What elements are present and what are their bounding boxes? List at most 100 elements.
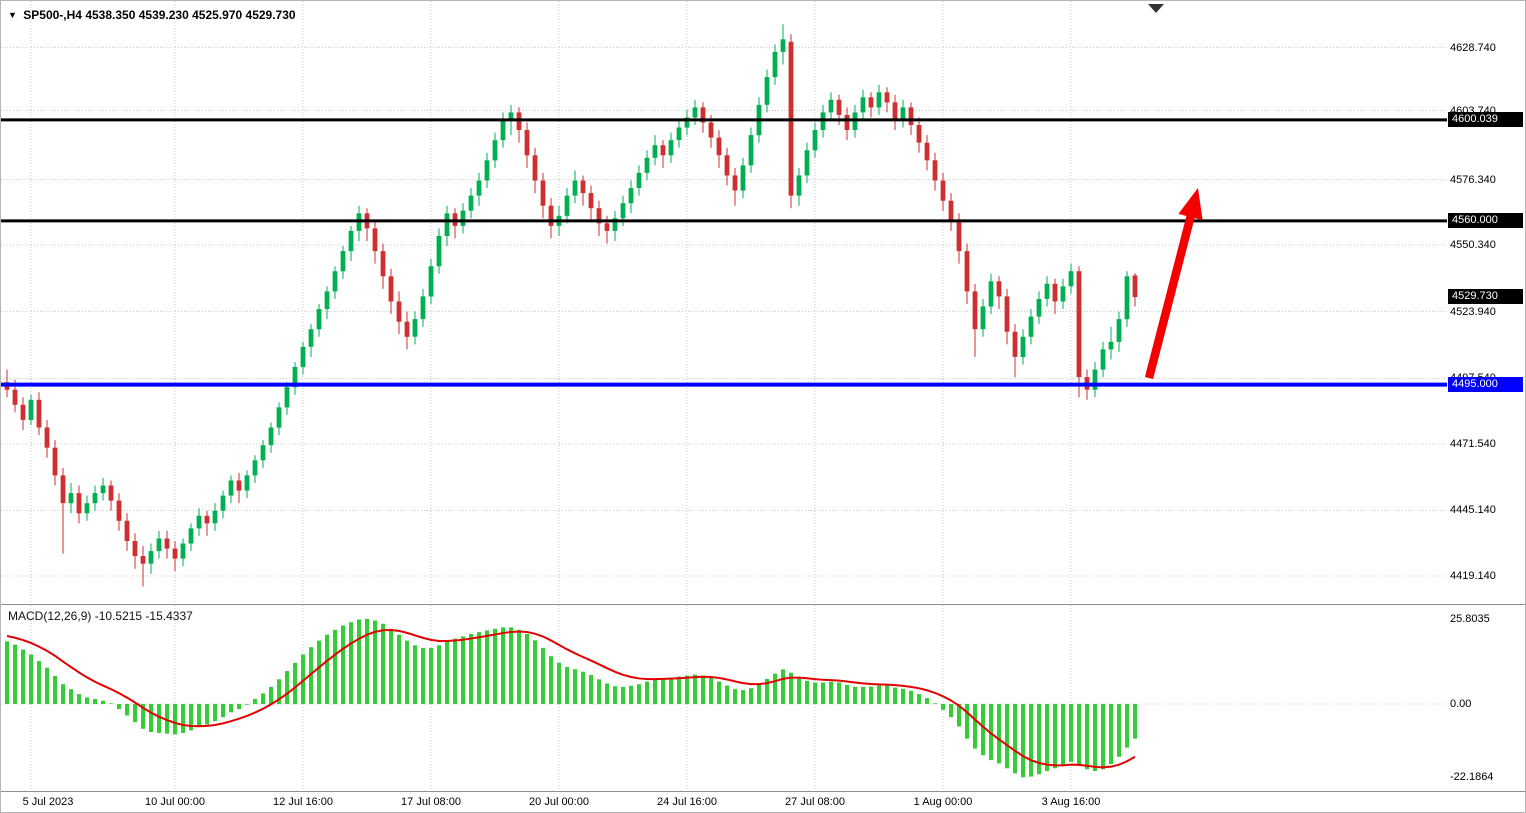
candle-body (460, 210, 466, 226)
candle-body (1028, 316, 1034, 337)
macd-histogram-bar (821, 682, 825, 704)
candle-body (388, 276, 394, 302)
macd-histogram-bar (453, 638, 457, 704)
macd-histogram-bar (189, 704, 193, 731)
candle-body (964, 251, 970, 292)
candle-body (580, 180, 586, 194)
macd-histogram-bar (1109, 704, 1113, 765)
macd-histogram-bar (997, 704, 1001, 764)
macd-histogram-bar (509, 627, 513, 704)
macd-histogram-bar (869, 686, 873, 704)
macd-histogram-bar (1069, 704, 1073, 762)
ohlc-open-value: 4538.350 (85, 8, 136, 22)
time-axis-label: 27 Jul 08:00 (785, 796, 845, 808)
candle-body (660, 145, 666, 156)
candle-body (340, 251, 346, 272)
candle-body (684, 117, 690, 128)
macd-histogram-bar (1029, 704, 1033, 777)
macd-histogram-bar (437, 645, 441, 704)
candle-body (212, 510, 218, 524)
candle-body (268, 427, 274, 446)
macd-histogram-bar (85, 697, 89, 704)
macd-histogram-bar (637, 684, 641, 704)
macd-histogram-bar (853, 686, 857, 704)
macd-histogram-bar (373, 620, 377, 704)
macd-histogram-bar (629, 685, 633, 704)
candle-body (172, 548, 178, 559)
macd-histogram-bar (909, 690, 913, 704)
candle-body (636, 172, 642, 188)
macd-histogram-bar (5, 641, 9, 704)
ohlc-low-value: 4525.970 (192, 8, 243, 22)
candle-body (372, 228, 378, 252)
price-tag: 4529.730 (1448, 289, 1523, 305)
macd-histogram-bar (733, 689, 737, 704)
macd-histogram-bar (861, 686, 865, 704)
macd-histogram-bar (541, 647, 545, 704)
candle-body (1108, 341, 1114, 350)
candle-body (1124, 276, 1130, 320)
macd-histogram-bar (45, 667, 49, 704)
macd-histogram-bar (229, 704, 233, 713)
candle-body (588, 193, 594, 209)
candle-body (36, 399, 42, 428)
macd-histogram-bar (117, 704, 121, 709)
candle-body (1116, 319, 1122, 342)
price-axis-tick: 4471.540 (1450, 437, 1496, 450)
macd-histogram-bar (661, 678, 665, 704)
candle-body (68, 493, 74, 504)
price-chart-canvas[interactable] (1, 1, 1447, 604)
macd-axis-tick: 25.8035 (1450, 612, 1490, 625)
candle-body (844, 114, 850, 130)
price-tag: 4600.039 (1448, 111, 1523, 127)
macd-histogram-bar (413, 645, 417, 704)
macd-histogram-bar (181, 704, 185, 733)
macd-histogram-bar (1133, 704, 1137, 739)
candle-body (812, 130, 818, 151)
time-axis-label: 12 Jul 16:00 (273, 796, 333, 808)
macd-histogram-bar (469, 634, 473, 704)
candle-body (988, 281, 994, 307)
panel-splitter[interactable] (1, 604, 1525, 605)
macd-histogram-bar (557, 662, 561, 705)
candle-body (308, 329, 314, 347)
macd-histogram-bar (805, 680, 809, 704)
candle-body (116, 500, 122, 521)
macd-histogram-bar (589, 675, 593, 704)
macd-histogram-bar (277, 679, 281, 705)
symbol-dropdown-icon[interactable]: ▼ (8, 10, 17, 20)
macd-histogram-bar (285, 671, 289, 704)
macd-histogram-bar (101, 700, 105, 704)
candle-body (348, 230, 354, 252)
macd-histogram-bar (1037, 704, 1041, 775)
candle-body (796, 175, 802, 196)
macd-histogram-bar (741, 690, 745, 704)
macd-indicator-name: MACD(12,26,9) (8, 609, 92, 623)
candle-body (1012, 331, 1018, 357)
candle-body (892, 102, 898, 120)
candle-body (44, 427, 50, 448)
candle-body (188, 528, 194, 544)
macd-histogram-bar (773, 673, 777, 704)
candle-body (908, 107, 914, 125)
chart-shift-marker-icon[interactable] (1148, 4, 1164, 13)
macd-panel-canvas[interactable] (1, 605, 1447, 791)
macd-signal-value: -15.4337 (145, 609, 193, 623)
macd-histogram-bar (797, 677, 801, 704)
macd-histogram-bar (757, 684, 761, 704)
macd-histogram-bar (981, 704, 985, 756)
candle-body (620, 203, 626, 219)
macd-histogram-bar (765, 678, 769, 704)
trend-arrow-annotation[interactable] (1144, 188, 1203, 379)
macd-main-value: -10.5215 (94, 609, 143, 623)
macd-histogram-bar (1021, 704, 1025, 778)
candle-body (28, 399, 34, 420)
candle-body (676, 127, 682, 141)
candle-body (140, 556, 146, 564)
macd-histogram-bar (149, 704, 153, 732)
macd-histogram-bar (685, 675, 689, 704)
candle-body (860, 97, 866, 113)
macd-histogram-bar (477, 632, 481, 704)
macd-histogram-bar (605, 683, 609, 704)
macd-histogram-bar (1125, 704, 1129, 748)
